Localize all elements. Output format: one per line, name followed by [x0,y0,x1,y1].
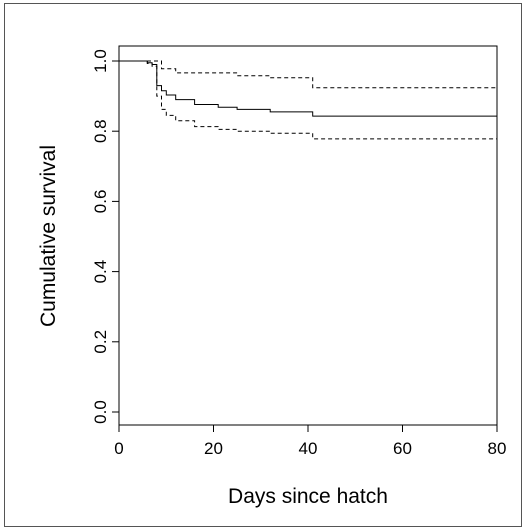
x-axis: 0 20 40 60 80 [114,425,506,458]
y-tick-label: 1.0 [91,49,110,73]
y-tick-label: 0.4 [91,260,110,284]
x-tick-label: 40 [299,439,318,458]
figure-frame [4,3,522,527]
x-axis-title: Days since hatch [228,485,388,508]
y-tick-label: 0.0 [91,400,110,424]
y-axis: 0.0 0.2 0.4 0.6 0.8 1.0 [91,49,119,424]
x-tick-label: 20 [204,439,223,458]
x-tick-label: 60 [393,439,412,458]
y-tick-label: 0.8 [91,119,110,143]
series-layer [119,60,497,140]
y-tick-label: 0.2 [91,330,110,354]
x-tick-label: 80 [488,439,507,458]
x-tick-label: 0 [114,439,123,458]
confidence-band-line [119,60,497,89]
y-tick-label: 0.6 [91,190,110,214]
confidence-band-line [119,60,497,140]
plot-area-border [118,45,498,426]
y-axis-title: Cumulative survival [37,145,60,327]
